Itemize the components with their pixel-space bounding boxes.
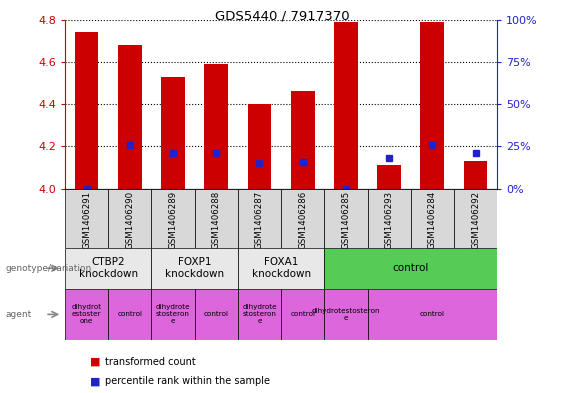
Bar xyxy=(420,22,444,189)
Text: control: control xyxy=(204,311,229,318)
Text: GSM1406287: GSM1406287 xyxy=(255,190,264,249)
Text: dihydrote
stosteron
e: dihydrote stosteron e xyxy=(156,305,190,324)
Bar xyxy=(151,248,238,289)
Text: GSM1406290: GSM1406290 xyxy=(125,190,134,248)
Bar xyxy=(334,22,358,189)
Bar xyxy=(65,289,108,340)
Bar xyxy=(411,189,454,248)
Bar xyxy=(238,289,281,340)
Text: control: control xyxy=(290,311,315,318)
Bar xyxy=(281,289,324,340)
Text: dihydrote
stosteron
e: dihydrote stosteron e xyxy=(242,305,277,324)
Bar xyxy=(151,189,194,248)
Bar xyxy=(108,289,151,340)
Bar xyxy=(238,248,324,289)
Bar xyxy=(194,289,238,340)
Bar xyxy=(291,92,315,189)
Text: GSM1406285: GSM1406285 xyxy=(341,190,350,249)
Bar xyxy=(281,189,324,248)
Text: control: control xyxy=(118,311,142,318)
Bar xyxy=(368,289,497,340)
Bar xyxy=(368,189,411,248)
Text: control: control xyxy=(420,311,445,318)
Text: GSM1406292: GSM1406292 xyxy=(471,190,480,248)
Bar xyxy=(324,289,368,340)
Text: GSM1406291: GSM1406291 xyxy=(82,190,91,248)
Bar xyxy=(65,248,151,289)
Bar xyxy=(454,189,497,248)
Bar xyxy=(464,161,488,189)
Bar xyxy=(108,189,151,248)
Bar xyxy=(205,64,228,189)
Text: dihydrotestosteron
e: dihydrotestosteron e xyxy=(312,308,380,321)
Bar xyxy=(377,165,401,189)
Text: GSM1406289: GSM1406289 xyxy=(168,190,177,248)
Bar xyxy=(247,104,271,189)
Text: GSM1406286: GSM1406286 xyxy=(298,190,307,249)
Text: GDS5440 / 7917370: GDS5440 / 7917370 xyxy=(215,10,350,23)
Text: percentile rank within the sample: percentile rank within the sample xyxy=(105,376,270,386)
Text: FOXA1
knockdown: FOXA1 knockdown xyxy=(251,257,311,279)
Text: control: control xyxy=(393,263,429,273)
Text: dihydrot
estoster
one: dihydrot estoster one xyxy=(72,305,102,324)
Text: genotype/variation: genotype/variation xyxy=(6,264,92,273)
Text: CTBP2
knockdown: CTBP2 knockdown xyxy=(79,257,138,279)
Bar xyxy=(118,45,142,189)
Text: FOXP1
knockdown: FOXP1 knockdown xyxy=(165,257,224,279)
Text: ■: ■ xyxy=(90,376,101,386)
Bar xyxy=(75,32,98,189)
Text: GSM1406284: GSM1406284 xyxy=(428,190,437,249)
Bar xyxy=(324,248,497,289)
Bar xyxy=(151,289,194,340)
Text: GSM1406293: GSM1406293 xyxy=(385,190,394,248)
Bar xyxy=(324,189,368,248)
Bar xyxy=(194,189,238,248)
Text: GSM1406288: GSM1406288 xyxy=(212,190,221,249)
Text: ■: ■ xyxy=(90,356,101,367)
Bar xyxy=(238,189,281,248)
Bar xyxy=(65,189,108,248)
Text: agent: agent xyxy=(6,310,32,319)
Text: transformed count: transformed count xyxy=(105,356,195,367)
Bar xyxy=(161,77,185,189)
